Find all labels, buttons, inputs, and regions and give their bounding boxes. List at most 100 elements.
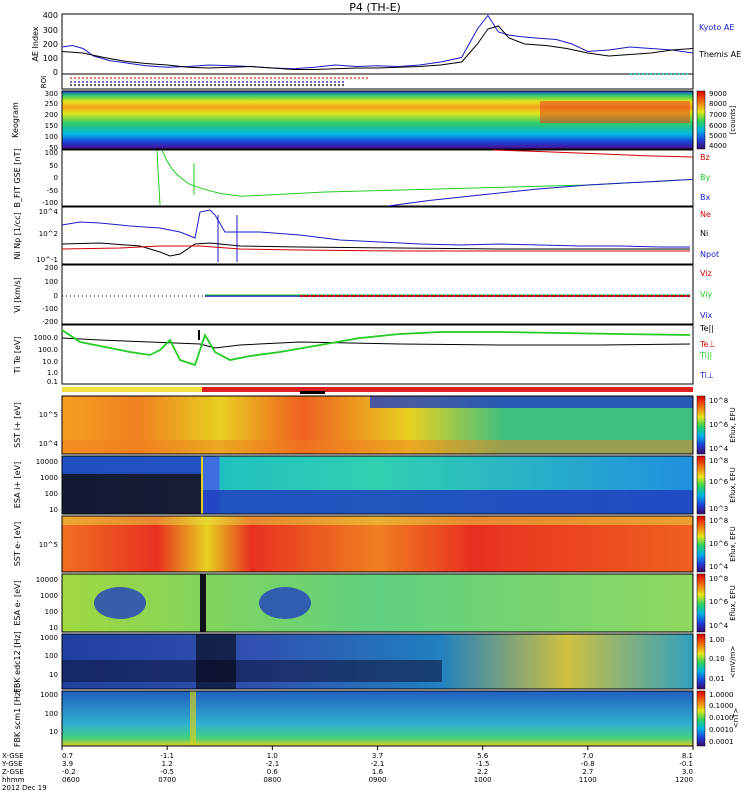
velocity-ytick-0: 0 — [54, 292, 58, 300]
xaxis-tick-y-4: -1.5 — [476, 760, 490, 768]
esa-e-cb-1e6: 10^6 — [709, 598, 729, 606]
xaxis-tick-t-4: 1000 — [474, 776, 492, 784]
velocity-ylabel: Vi [km/s] — [13, 277, 22, 313]
density-ytick-1e-1: 10^-1 — [36, 256, 58, 264]
esa-ion-cb-1e3: 10^3 — [709, 505, 728, 513]
esa-e-blob-2 — [259, 587, 311, 619]
sst-e-top-band — [62, 516, 693, 525]
sst-ion-frame — [61, 395, 694, 455]
ae-ytick-200: 200 — [43, 40, 58, 49]
esa-e-ytick-10: 10 — [49, 624, 58, 632]
esa-ion-ytick-1000: 1000 — [40, 474, 58, 482]
keogram-cb-5000: 5000 — [709, 132, 727, 140]
temp-ytick-100: 100.0 — [38, 346, 58, 354]
fbk-e-cb-0.01: 0.01 — [709, 675, 725, 683]
bfit-series-lines — [161, 149, 694, 207]
xaxis-label-date: 2012 Dec 19 — [2, 784, 47, 792]
keogram-cb-8000: 8000 — [709, 100, 727, 108]
esa-ion-colorbar — [696, 455, 706, 515]
panel-sst-e: SST e- [eV] 10^5 10^8 10^6 10^4 Eflux, E… — [13, 515, 737, 573]
esa-ion-frame — [61, 455, 694, 515]
esa-ion-cb-1e8: 10^8 — [709, 457, 728, 465]
xaxis-tick-x-2: 1.0 — [267, 752, 278, 760]
panel-bfit: B_FIT GSE [nT] 100 50 0 -50 -100 Bz By B… — [13, 149, 710, 208]
fbk-b-cb-unit: <nT> — [732, 708, 740, 729]
fbk-e-ytick-10: 10 — [49, 671, 58, 679]
panel-esa-ion: ESA i+ [eV] 10000 1000 100 10 10^8 10^6 … — [13, 455, 737, 515]
temp-frame — [61, 324, 694, 385]
sst-e-ylabel: SST e- [eV] — [13, 522, 22, 567]
esa-ion-ytick-10: 10 — [49, 506, 58, 514]
keogram-ytick-50: 50 — [49, 144, 58, 152]
keogram-ytick-150: 150 — [45, 122, 58, 130]
esa-e-frame — [61, 573, 694, 633]
bfit-ytick-100: 100 — [45, 149, 58, 157]
ae-ytick-0: 0 — [53, 68, 58, 77]
sst-ion-low-energy — [62, 440, 693, 454]
sst-e-ytick-1e5: 10^5 — [39, 541, 58, 549]
keogram-ylabel: Keogram — [11, 102, 20, 138]
panel-temperature: Ti Te [eV] 1000.0 100.0 10.0 1.0 0.1 Te|… — [13, 324, 715, 386]
xaxis-label-y: Y-GSE — [1, 760, 23, 768]
esa-e-ytick-100: 100 — [45, 608, 58, 616]
bfit-series-by — [161, 149, 694, 197]
panel-ae: AE Index 400 300 200 100 0 Kyoto AE Them… — [31, 11, 741, 77]
keogram-hot-band — [540, 101, 690, 123]
figure-title: P4 (TH-E) — [349, 1, 401, 14]
xaxis-tick-x-0: 0.7 — [62, 752, 73, 760]
fbk-e-frame — [61, 633, 694, 690]
panel-sst-ion: SST i+ [eV] 10^5 10^4 10^8 10^6 10^4 Efl… — [13, 395, 737, 455]
sst-e-image — [62, 516, 693, 572]
fbk-b-image — [62, 691, 693, 746]
xaxis-label-x: X-GSE — [2, 752, 24, 760]
velocity-ytick-m200: -200 — [42, 318, 58, 326]
temp-ytick-1000: 1000.0 — [34, 334, 59, 342]
sst-ion-ytick-1e4: 10^4 — [39, 440, 59, 448]
esa-e-cb-1e4: 10^4 — [709, 622, 729, 630]
temp-ytick-0.1: 0.1 — [47, 378, 58, 386]
bfit-ylabel: B_FIT GSE [nT] — [13, 149, 22, 208]
xaxis-label-hhmm: hhmm — [2, 776, 25, 784]
temp-ylabel: Ti Te [eV] — [13, 336, 22, 374]
keogram-ytick-300: 300 — [45, 90, 58, 98]
density-np-line — [61, 245, 690, 252]
velocity-ytick-200: 200 — [45, 264, 58, 272]
fbk-e-cb-1.00: 1.00 — [709, 636, 725, 644]
xaxis-tick-y-3: -2.1 — [371, 760, 385, 768]
keogram-cb-4000: 4000 — [709, 142, 727, 150]
temp-ti-line — [61, 329, 691, 367]
fbk-b-colorbar — [696, 690, 706, 747]
sst-ion-colorbar — [696, 395, 706, 455]
density-ytick-1e2: 10^2 — [39, 230, 58, 238]
xaxis-tick-y-0: 3.9 — [62, 760, 73, 768]
xaxis-tick-t-2: 0800 — [263, 776, 281, 784]
density-legend-ne: Ne — [700, 210, 711, 219]
panel-ae-frame — [61, 13, 694, 75]
fbk-b-ytick-100: 100 — [45, 710, 58, 718]
xaxis-label-z: Z-GSE — [2, 768, 24, 776]
panel-esa-e: ESA e- [eV] 10000 1000 100 10 10^8 10^6 … — [13, 573, 737, 633]
bfit-ytick-m50: -50 — [47, 187, 58, 195]
velocity-ytick-m100: -100 — [42, 305, 58, 313]
fbk-e-ylabel: FBK edc12 [Hz] — [13, 631, 22, 692]
xaxis-tick-t-3: 0900 — [369, 776, 387, 784]
panel-roi-frame — [61, 73, 694, 90]
ae-legend-themis: Themis AE — [698, 50, 741, 59]
bfit-legend-bx: Bx — [700, 193, 710, 202]
sst-ion-cb-1e4: 10^4 — [709, 445, 729, 453]
panel-keogram: Keogram 300 250 200 150 100 50 9000 8000… — [11, 90, 737, 152]
fbk-b-ytick-1000: 1000 — [40, 691, 58, 699]
xaxis-tick-z-4: 2.2 — [477, 768, 488, 776]
esa-e-ylabel: ESA e- [eV] — [13, 580, 22, 625]
xaxis-tick-z-6: 3.0 — [682, 768, 693, 776]
esa-ion-black-region — [62, 472, 202, 514]
panel-velocity: Vi [km/s] 200 100 0 -100 -200 Viz Viy Vi… — [13, 264, 713, 326]
fbk-e-cb-unit: <mV/m> — [729, 646, 737, 679]
keogram-frame — [61, 90, 694, 150]
esa-ion-ytick-100: 100 — [45, 490, 58, 498]
keogram-cb-6000: 6000 — [709, 122, 727, 130]
density-frame — [61, 206, 694, 265]
xaxis-tick-z-5: 2.7 — [582, 768, 593, 776]
ae-legend-kyoto: Kyoto AE — [699, 23, 734, 32]
esa-e-image — [62, 574, 693, 632]
